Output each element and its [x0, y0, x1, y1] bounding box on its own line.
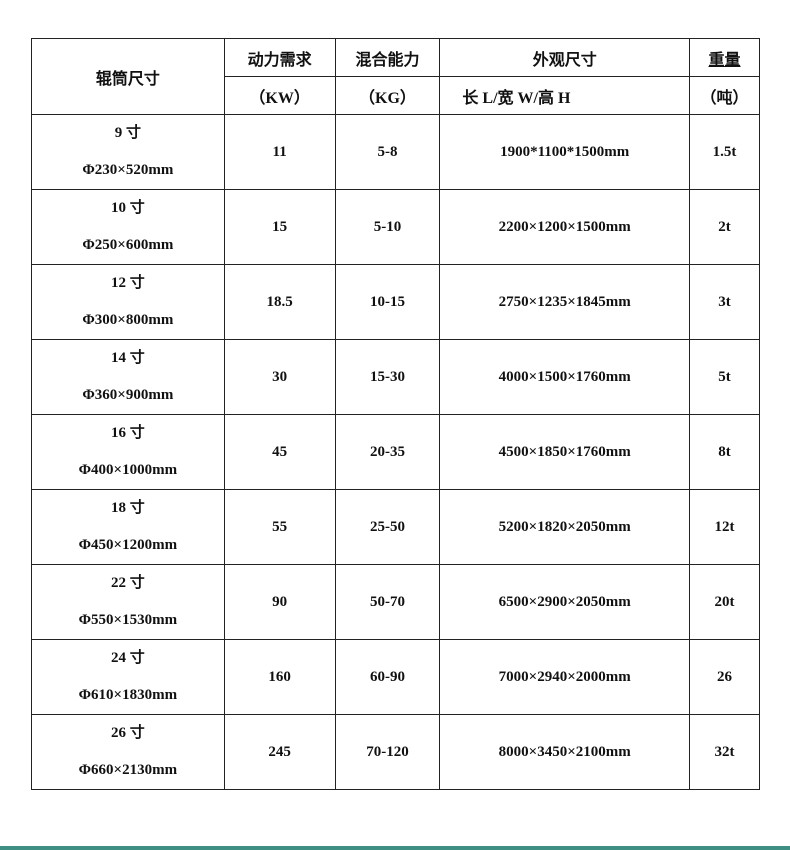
cell-power: 160: [223, 639, 336, 715]
cell-capacity: 15-30: [334, 339, 441, 415]
size-label: 12 寸: [110, 275, 145, 291]
cell-weight: 8t: [689, 414, 760, 490]
size-label: 22 寸: [110, 575, 145, 591]
table-row: 9 寸 Φ230×520mm 11 5-8 1900*1100*1500mm 1.5t: [31, 114, 760, 190]
table-row: 24 寸 Φ610×1830mm 160 60-90 7000×2940×2000mm 2…: [31, 639, 760, 715]
cell-capacity: 10-15: [334, 264, 441, 340]
spec-table: 辊筒尺寸 动力需求 混合能力 外观尺寸 重量 （KW） （KG） 长 L/宽 W…: [31, 38, 760, 790]
cell-dimensions: 8000×3450×2100mm: [439, 714, 691, 790]
diameter-label: Φ250×600mm: [82, 237, 174, 253]
diameter-label: Φ400×1000mm: [78, 462, 178, 478]
header-capacity-unit: （KG）: [334, 76, 441, 115]
cell-power: 45: [223, 414, 336, 490]
cell-weight: 20t: [689, 564, 760, 640]
size-label: 9 寸: [114, 125, 141, 141]
header-roller-size: 辊筒尺寸: [31, 38, 225, 115]
cell-dimensions: 2200×1200×1500mm: [439, 189, 691, 265]
header-power: 动力需求: [223, 38, 336, 77]
size-label: 26 寸: [110, 725, 145, 741]
diameter-label: Φ660×2130mm: [78, 762, 178, 778]
cell-weight: 26: [689, 639, 760, 715]
cell-roller-size: 16 寸 Φ400×1000mm: [31, 414, 225, 490]
header-dimensions-sub: 长 L/宽 W/高 H: [439, 76, 691, 115]
cell-capacity: 25-50: [334, 489, 441, 565]
size-label: 24 寸: [110, 650, 145, 666]
table-row: 18 寸 Φ450×1200mm 55 25-50 5200×1820×2050mm 12…: [31, 489, 760, 565]
cell-power: 245: [223, 714, 336, 790]
cell-dimensions: 7000×2940×2000mm: [439, 639, 691, 715]
cell-roller-size: 12 寸 Φ300×800mm: [31, 264, 225, 340]
cell-roller-size: 24 寸 Φ610×1830mm: [31, 639, 225, 715]
cell-dimensions: 2750×1235×1845mm: [439, 264, 691, 340]
table-row: 22 寸 Φ550×1530mm 90 50-70 6500×2900×2050mm 20…: [31, 564, 760, 640]
header-subrow: （KW） （KG） 长 L/宽 W/高 H （吨）: [32, 76, 760, 115]
diameter-label: Φ230×520mm: [82, 162, 174, 178]
table-row: 26 寸 Φ660×2130mm 245 70-120 8000×3450×2100mm…: [31, 714, 760, 790]
cell-power: 18.5: [223, 264, 336, 340]
cell-roller-size: 18 寸 Φ450×1200mm: [31, 489, 225, 565]
cell-capacity: 60-90: [334, 639, 441, 715]
cell-power: 15: [223, 189, 336, 265]
header-capacity: 混合能力: [334, 38, 441, 77]
cell-capacity: 5-8: [334, 114, 441, 190]
table-row: 10 寸 Φ250×600mm 15 5-10 2200×1200×1500mm 2t: [31, 189, 760, 265]
diameter-label: Φ450×1200mm: [78, 537, 178, 553]
cell-roller-size: 9 寸 Φ230×520mm: [31, 114, 225, 190]
table-row: 16 寸 Φ400×1000mm 45 20-35 4500×1850×1760mm 8t: [31, 414, 760, 490]
cell-dimensions: 6500×2900×2050mm: [439, 564, 691, 640]
size-label: 18 寸: [110, 500, 145, 516]
diameter-label: Φ360×900mm: [82, 387, 174, 403]
cell-power: 90: [223, 564, 336, 640]
cell-capacity: 20-35: [334, 414, 441, 490]
cell-dimensions: 4500×1850×1760mm: [439, 414, 691, 490]
cell-power: 11: [223, 114, 336, 190]
cell-weight: 5t: [689, 339, 760, 415]
size-label: 16 寸: [110, 425, 145, 441]
diameter-label: Φ300×800mm: [82, 312, 174, 328]
diameter-label: Φ610×1830mm: [78, 687, 178, 703]
size-label: 14 寸: [110, 350, 145, 366]
cell-weight: 12t: [689, 489, 760, 565]
cell-dimensions: 4000×1500×1760mm: [439, 339, 691, 415]
diameter-label: Φ550×1530mm: [78, 612, 178, 628]
cell-power: 30: [223, 339, 336, 415]
table-row: 14 寸 Φ360×900mm 30 15-30 4000×1500×1760mm 5t: [31, 339, 760, 415]
cell-roller-size: 14 寸 Φ360×900mm: [31, 339, 225, 415]
header-row: 辊筒尺寸 动力需求 混合能力 外观尺寸 重量: [31, 38, 760, 115]
cell-dimensions: 5200×1820×2050mm: [439, 489, 691, 565]
cell-capacity: 5-10: [334, 189, 441, 265]
cell-capacity: 70-120: [334, 714, 441, 790]
cell-weight: 3t: [689, 264, 760, 340]
header-weight: 重量: [689, 38, 760, 77]
footer-divider: [0, 846, 790, 850]
cell-capacity: 50-70: [334, 564, 441, 640]
cell-dimensions: 1900*1100*1500mm: [439, 114, 691, 190]
header-weight-unit: （吨）: [689, 76, 760, 115]
header-dimensions: 外观尺寸: [439, 38, 691, 77]
table-row: 12 寸 Φ300×800mm 18.5 10-15 2750×1235×1845mm 3…: [31, 264, 760, 340]
cell-roller-size: 26 寸 Φ660×2130mm: [31, 714, 225, 790]
cell-weight: 2t: [689, 189, 760, 265]
size-label: 10 寸: [110, 200, 145, 216]
cell-roller-size: 22 寸 Φ550×1530mm: [31, 564, 225, 640]
header-power-unit: （KW）: [223, 76, 336, 115]
cell-power: 55: [223, 489, 336, 565]
cell-weight: 32t: [689, 714, 760, 790]
cell-roller-size: 10 寸 Φ250×600mm: [31, 189, 225, 265]
cell-weight: 1.5t: [689, 114, 760, 190]
